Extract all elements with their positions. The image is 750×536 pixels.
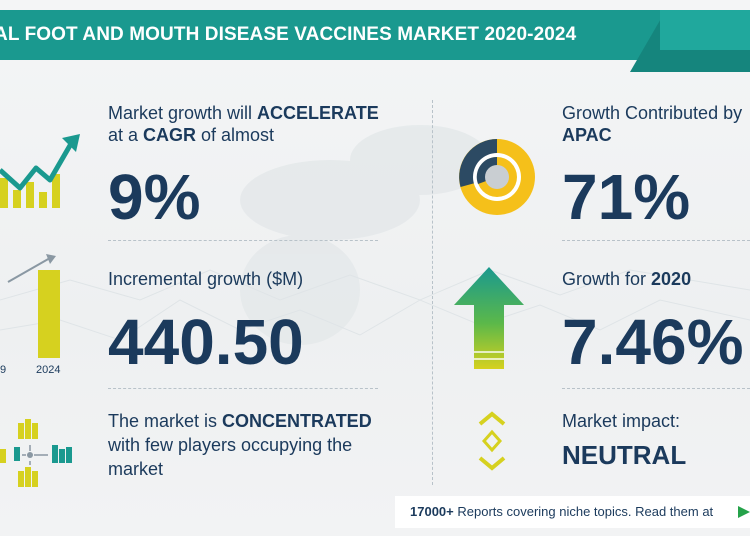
concentration-line2: with few players occupying the	[108, 435, 353, 455]
yoy-label-prefix: Growth for	[562, 269, 652, 289]
impact-value: NEUTRAL	[562, 440, 687, 470]
divider	[562, 388, 750, 389]
apac-label-line1: Growth Contributed by	[562, 103, 743, 123]
up-arrow-icon	[454, 267, 524, 369]
concentration-prefix: The market is	[108, 411, 223, 431]
market-players-icon	[0, 419, 72, 487]
growth-label-bold: ACCELERATE	[257, 103, 379, 123]
cagr-bold: CAGR	[143, 125, 197, 145]
incremental-bar-icon	[7, 254, 60, 358]
impact-label: Market impact:	[562, 411, 681, 431]
footer-count: 17000+	[410, 504, 454, 519]
yoy-label: Growth for 2020	[562, 268, 691, 290]
brand-logo-icon	[738, 506, 750, 518]
incremental-label: Incremental growth ($M)	[108, 269, 304, 289]
footer-text: 17000+ Reports covering niche topics. Re…	[410, 504, 713, 519]
apac-value: 71%	[562, 161, 691, 233]
cagr-prefix: at a	[108, 125, 144, 145]
divider	[562, 240, 750, 241]
year-label-right: 2024	[36, 364, 61, 376]
apac-label-line2: APAC	[562, 125, 612, 145]
page-title: AL FOOT AND MOUTH DISEASE VACCINES MARKE…	[0, 24, 577, 45]
incremental-value: 440.50	[108, 306, 304, 378]
year-label-left: 9	[0, 364, 7, 376]
banner-accent	[660, 10, 750, 50]
footer-description: Reports covering niche topics. Read them…	[453, 504, 714, 519]
divider	[108, 240, 378, 241]
title-banner	[0, 10, 700, 60]
yoy-label-bold: 2020	[651, 269, 692, 289]
donut-chart-icon	[459, 139, 535, 215]
yoy-value: 7.46%	[562, 306, 744, 378]
cagr-value: 9%	[108, 161, 201, 233]
column-divider	[432, 100, 433, 485]
growth-label-prefix: Market growth will	[108, 103, 258, 123]
concentration-bold: CONCENTRATED	[222, 411, 372, 431]
concentration-line1: The market is CONCENTRATED	[108, 410, 372, 432]
growth-label-line2: at a CAGR of almost	[108, 124, 274, 146]
growth-label-line1: Market growth will ACCELERATE	[108, 102, 379, 124]
divider	[108, 388, 378, 389]
cagr-suffix: of almost	[196, 125, 275, 145]
growth-chart-icon	[0, 134, 80, 208]
footer-bar	[395, 496, 750, 528]
concentration-line3: market	[108, 459, 164, 479]
neutral-arrows-icon	[478, 411, 506, 471]
